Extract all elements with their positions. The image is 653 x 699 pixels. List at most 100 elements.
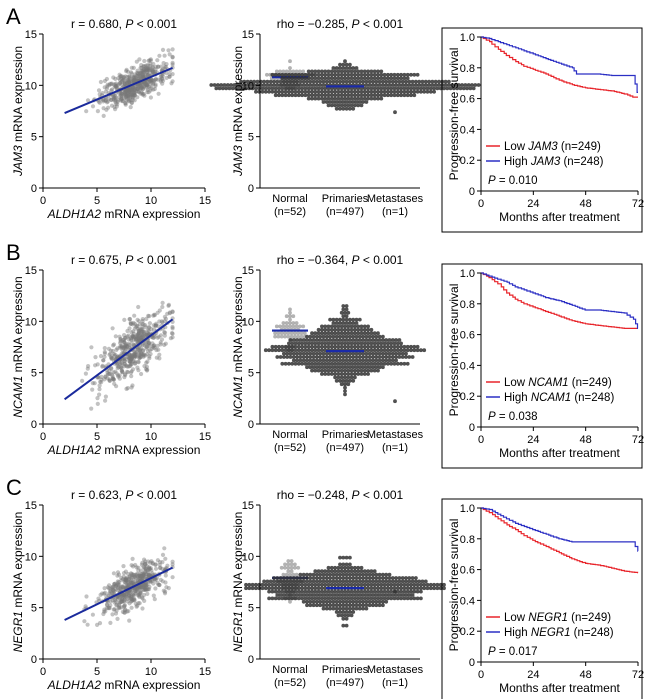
scatter-point <box>153 69 158 74</box>
beeswarm-point <box>364 579 369 584</box>
scatter-title-part-0: r = 0.675, <box>71 253 125 267</box>
beeswarm-point <box>343 327 347 332</box>
scatter-point <box>127 81 132 86</box>
scatter-point <box>130 88 135 93</box>
beeswarm-point <box>321 599 326 604</box>
scatter-point <box>140 571 145 576</box>
beeswarm-point <box>443 83 448 87</box>
beeswarm-point <box>344 321 349 325</box>
scatter-point <box>164 75 169 80</box>
scatter-point <box>122 333 127 338</box>
beeswarm-point <box>339 372 344 376</box>
scatter-point <box>137 348 142 353</box>
beeswarm-point <box>217 86 222 91</box>
beeswarm-point <box>410 83 415 87</box>
beeswarm-point <box>348 317 352 322</box>
beeswarm-point <box>318 365 323 370</box>
scatter-point <box>153 64 158 69</box>
scatter-point <box>139 577 144 582</box>
scatter-point <box>137 585 142 590</box>
beeswarm-point <box>392 361 397 366</box>
beeswarm-point <box>371 83 375 87</box>
beeswarm-point <box>333 324 337 329</box>
scatter-point <box>128 321 133 327</box>
beeswarm-point <box>357 317 362 322</box>
scatter-point <box>117 373 122 378</box>
beeswarm-point <box>395 93 400 98</box>
beeswarm-point <box>402 76 407 81</box>
beeswarm-point <box>410 593 415 597</box>
scatter-point <box>134 83 139 88</box>
scatter-point <box>142 586 147 591</box>
beeswarm-point <box>405 596 410 601</box>
scatter-point <box>126 582 131 587</box>
beeswarm-point <box>289 559 294 563</box>
scatter-point <box>85 366 90 371</box>
scatter-point <box>119 368 124 373</box>
beeswarm-point <box>407 355 412 359</box>
beeswarm-point <box>334 66 339 70</box>
beeswarm-point <box>283 596 288 601</box>
scatter-point <box>104 602 110 608</box>
scatter-point <box>140 92 145 97</box>
beeswarm-point <box>346 344 351 349</box>
scatter-point <box>146 72 151 77</box>
scatter-point <box>149 327 154 332</box>
scatter-point <box>107 591 112 596</box>
beeswarm-point <box>326 341 331 346</box>
scatter-point <box>136 331 141 336</box>
beeswarm-point <box>348 599 352 604</box>
beeswarm-point <box>263 586 268 591</box>
beeswarm-ytick-label-2: 10 <box>242 80 254 92</box>
km-xtick-label-1: 24 <box>527 669 539 681</box>
beeswarm-point <box>374 83 379 87</box>
km-xtick-label-0: 0 <box>478 434 484 446</box>
beeswarm-point <box>341 616 346 621</box>
scatter-point <box>140 325 145 330</box>
beeswarm-point <box>389 72 394 77</box>
scatter-point <box>134 86 139 92</box>
beeswarm-point <box>400 355 405 359</box>
beeswarm-point <box>349 582 354 587</box>
beeswarm-point <box>311 83 316 87</box>
beeswarm-point <box>343 324 347 329</box>
scatter-point <box>123 576 128 581</box>
scatter-point <box>140 327 145 332</box>
beeswarm-point <box>288 310 292 315</box>
scatter-point <box>129 361 134 367</box>
scatter-point <box>114 371 119 376</box>
beeswarm-point <box>447 79 451 84</box>
scatter-point <box>93 355 98 360</box>
scatter-point <box>156 582 161 587</box>
beeswarm-point <box>366 93 370 98</box>
beeswarm-point <box>346 372 351 376</box>
beeswarm-point <box>379 582 384 587</box>
scatter-point <box>114 583 119 588</box>
beeswarm-point <box>339 93 344 98</box>
beeswarm-point <box>310 348 314 353</box>
scatter-point <box>138 355 143 360</box>
scatter-point <box>99 374 104 379</box>
beeswarm-point <box>348 603 352 608</box>
beeswarm-point <box>333 93 337 98</box>
scatter-point <box>134 573 139 578</box>
beeswarm-point <box>394 351 398 356</box>
scatter-point <box>131 93 136 98</box>
beeswarm-point <box>324 365 329 370</box>
beeswarm-point <box>390 593 395 597</box>
beeswarm-point <box>387 576 392 580</box>
legend-low-part-0: Low <box>504 377 528 389</box>
beeswarm-point <box>306 76 311 81</box>
beeswarm-point <box>384 351 389 356</box>
beeswarm-point <box>313 348 318 353</box>
beeswarm-point <box>308 83 313 87</box>
scatter-title-part-2: < 0.001 <box>133 488 177 502</box>
beeswarm-point <box>356 569 361 574</box>
beeswarm-point <box>359 341 364 346</box>
beeswarm-point <box>430 79 435 84</box>
beeswarm-point <box>389 76 394 81</box>
beeswarm-point <box>351 334 356 339</box>
scatter-point <box>166 302 171 307</box>
scatter-point <box>111 82 117 87</box>
legend-low-part-2: (n=249) <box>568 612 611 624</box>
